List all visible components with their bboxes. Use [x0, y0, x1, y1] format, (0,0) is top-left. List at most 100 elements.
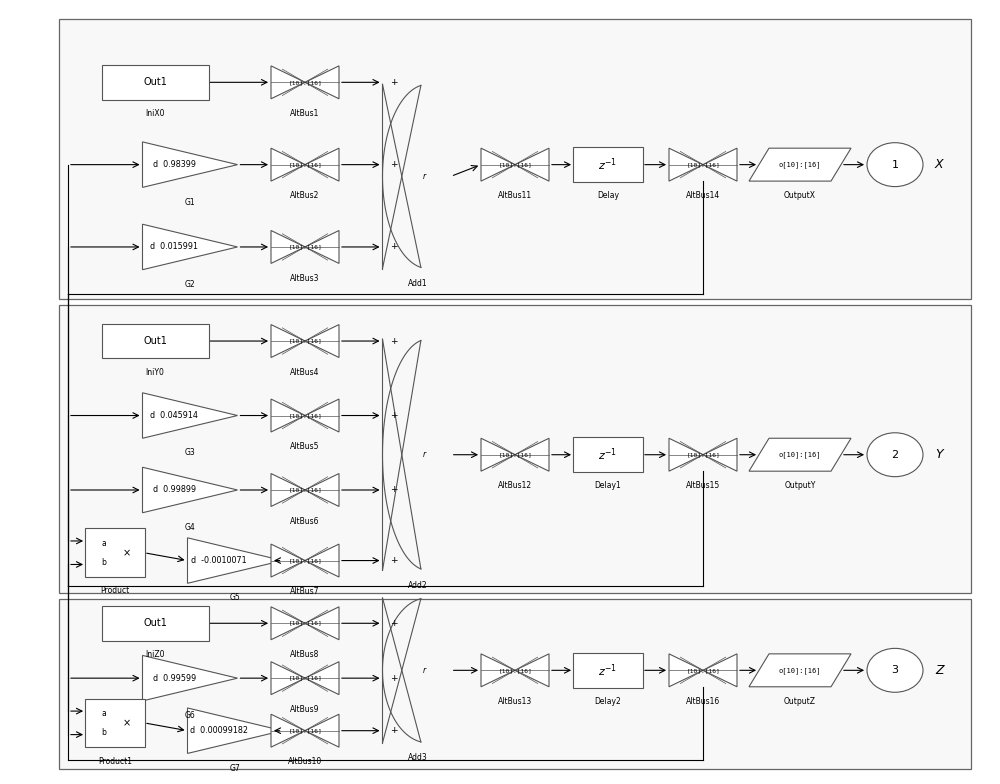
- Text: d  0.99899: d 0.99899: [153, 485, 196, 495]
- Text: AltBus5: AltBus5: [290, 442, 320, 451]
- Text: o[10]:[16]: o[10]:[16]: [779, 162, 821, 168]
- Polygon shape: [143, 393, 238, 438]
- Circle shape: [867, 648, 923, 692]
- Polygon shape: [703, 438, 737, 471]
- FancyBboxPatch shape: [59, 305, 971, 593]
- Text: AltBus9: AltBus9: [290, 705, 320, 713]
- Polygon shape: [703, 148, 737, 181]
- Text: $z^{-1}$: $z^{-1}$: [598, 156, 618, 173]
- Text: d  0.98399: d 0.98399: [153, 160, 196, 169]
- Polygon shape: [669, 148, 703, 181]
- Polygon shape: [669, 438, 703, 471]
- Text: o[10]:[16]: o[10]:[16]: [779, 667, 821, 673]
- Text: o[10]:[16]: o[10]:[16]: [779, 452, 821, 458]
- Text: AltBus3: AltBus3: [290, 274, 320, 282]
- Polygon shape: [271, 544, 305, 577]
- Text: [10]:[16]: [10]:[16]: [498, 452, 532, 457]
- Polygon shape: [271, 607, 305, 640]
- Text: Product: Product: [100, 586, 130, 595]
- Polygon shape: [669, 654, 703, 687]
- Polygon shape: [749, 438, 851, 471]
- Text: AltBus8: AltBus8: [290, 650, 320, 659]
- Polygon shape: [515, 148, 549, 181]
- Polygon shape: [271, 325, 305, 358]
- Polygon shape: [305, 474, 339, 506]
- Text: 3: 3: [892, 666, 898, 675]
- Polygon shape: [271, 230, 305, 263]
- Text: G7: G7: [230, 764, 240, 772]
- Text: d  -0.0010071: d -0.0010071: [191, 556, 247, 565]
- Text: AltBus11: AltBus11: [498, 191, 532, 200]
- Polygon shape: [703, 654, 737, 687]
- Text: OutputX: OutputX: [784, 191, 816, 200]
- Text: +: +: [390, 726, 398, 735]
- Text: Add1: Add1: [408, 279, 428, 288]
- Text: AltBus4: AltBus4: [290, 368, 320, 376]
- Text: d  0.00099182: d 0.00099182: [190, 726, 248, 735]
- Text: [10]:[16]: [10]:[16]: [498, 162, 532, 167]
- Text: [10]:[16]: [10]:[16]: [288, 80, 322, 85]
- Polygon shape: [749, 654, 851, 687]
- Text: Product1: Product1: [98, 757, 132, 765]
- Text: $z^{-1}$: $z^{-1}$: [598, 662, 618, 679]
- Polygon shape: [305, 148, 339, 181]
- Text: Delay: Delay: [597, 191, 619, 200]
- Text: G2: G2: [185, 280, 195, 289]
- Text: Z: Z: [935, 664, 944, 677]
- Polygon shape: [305, 607, 339, 640]
- Text: AltBus10: AltBus10: [288, 757, 322, 766]
- Text: X: X: [935, 158, 944, 171]
- Text: b: b: [101, 557, 106, 567]
- Text: +: +: [390, 242, 398, 252]
- Text: a: a: [101, 539, 106, 548]
- Polygon shape: [271, 399, 305, 432]
- Polygon shape: [271, 714, 305, 747]
- Text: a: a: [101, 709, 106, 718]
- Text: $\times$: $\times$: [122, 717, 131, 728]
- Text: Y: Y: [935, 448, 943, 461]
- Polygon shape: [143, 467, 238, 513]
- FancyBboxPatch shape: [573, 147, 643, 182]
- Text: AltBus14: AltBus14: [686, 191, 720, 200]
- FancyBboxPatch shape: [573, 437, 643, 472]
- FancyBboxPatch shape: [102, 606, 209, 641]
- FancyBboxPatch shape: [85, 699, 145, 747]
- Text: [10]:[16]: [10]:[16]: [288, 676, 322, 681]
- Text: r: r: [423, 450, 426, 459]
- Text: r: r: [423, 666, 426, 675]
- Text: Add2: Add2: [408, 581, 428, 590]
- Polygon shape: [481, 654, 515, 687]
- Text: [10]:[16]: [10]:[16]: [686, 452, 720, 457]
- Text: $\times$: $\times$: [122, 547, 131, 558]
- Text: Delay1: Delay1: [595, 481, 621, 490]
- Text: d  0.99599: d 0.99599: [153, 673, 196, 683]
- Polygon shape: [305, 714, 339, 747]
- Text: AltBus15: AltBus15: [686, 481, 720, 490]
- Polygon shape: [143, 655, 238, 701]
- Text: [10]:[16]: [10]:[16]: [288, 558, 322, 563]
- Text: r: r: [423, 172, 426, 181]
- Polygon shape: [481, 438, 515, 471]
- Text: Out1: Out1: [143, 619, 167, 628]
- Text: AltBus16: AltBus16: [686, 697, 720, 706]
- Text: +: +: [390, 556, 398, 565]
- Polygon shape: [188, 708, 283, 753]
- Circle shape: [867, 143, 923, 187]
- FancyBboxPatch shape: [59, 599, 971, 769]
- Polygon shape: [305, 325, 339, 358]
- Text: OutputZ: OutputZ: [784, 697, 816, 706]
- Text: [10]:[16]: [10]:[16]: [288, 245, 322, 249]
- FancyBboxPatch shape: [85, 528, 145, 577]
- FancyBboxPatch shape: [573, 653, 643, 688]
- Text: +: +: [390, 336, 398, 346]
- Polygon shape: [481, 148, 515, 181]
- Text: Add3: Add3: [408, 753, 428, 762]
- Text: [10]:[16]: [10]:[16]: [288, 339, 322, 343]
- Text: [10]:[16]: [10]:[16]: [498, 668, 532, 673]
- Text: [10]:[16]: [10]:[16]: [288, 488, 322, 492]
- Text: +: +: [390, 411, 398, 420]
- Text: AltBus13: AltBus13: [498, 697, 532, 706]
- Polygon shape: [305, 230, 339, 263]
- Polygon shape: [143, 224, 238, 270]
- Text: [10]:[16]: [10]:[16]: [288, 162, 322, 167]
